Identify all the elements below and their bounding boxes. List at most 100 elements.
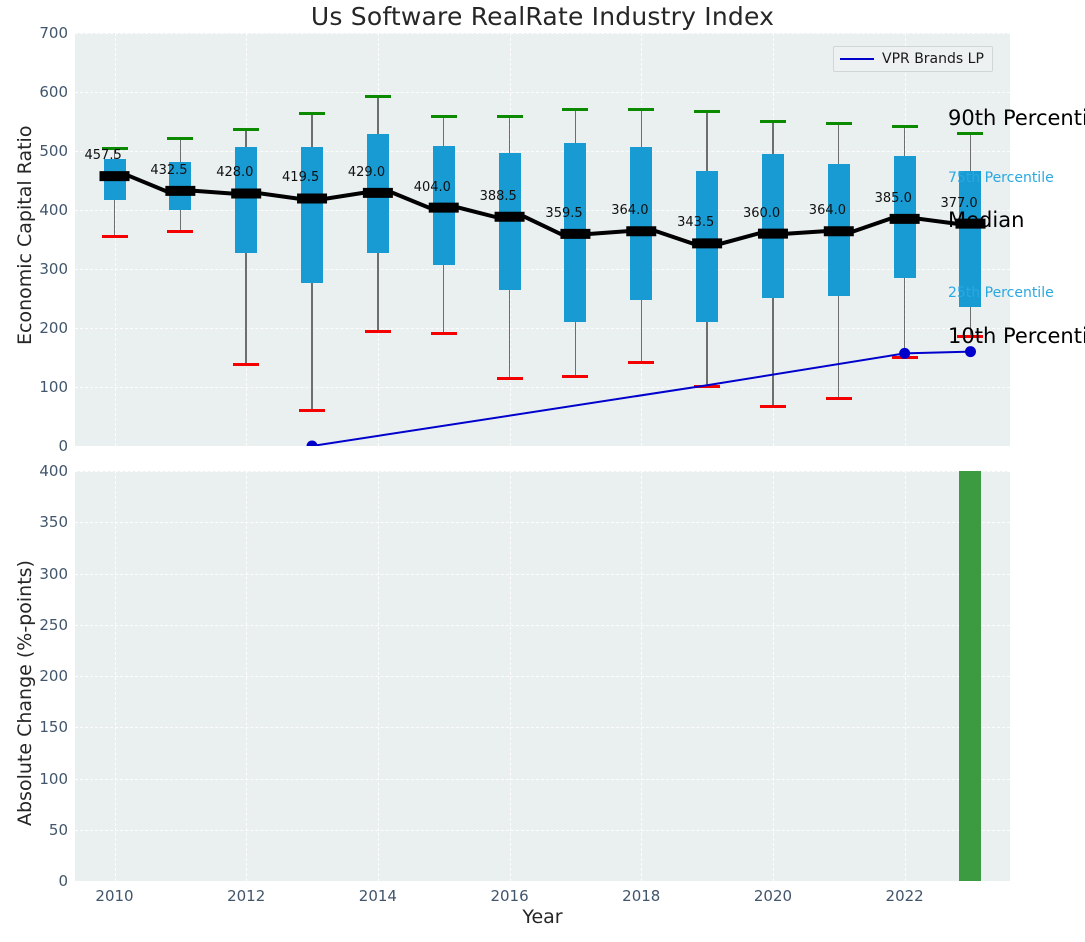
- top-plot-area: [75, 33, 1010, 446]
- median-value-label: 457.5: [85, 148, 122, 163]
- median-value-label: 359.5: [545, 206, 582, 221]
- gridline-horizontal: [75, 779, 1010, 780]
- y-axis-tick-label: 350: [0, 513, 68, 531]
- cap-10th-percentile: [628, 361, 654, 364]
- cap-90th-percentile: [826, 122, 852, 125]
- box-interquartile-range: [104, 159, 126, 200]
- median-value-label: 385.0: [875, 191, 912, 206]
- annotation-90th-percentile: 90th Percentile: [948, 106, 1085, 130]
- gridline-horizontal: [75, 328, 1010, 329]
- cap-90th-percentile: [892, 125, 918, 128]
- gridline-vertical: [510, 471, 511, 881]
- y-axis-tick-label: 100: [0, 770, 68, 788]
- cap-90th-percentile: [299, 112, 325, 115]
- median-value-label: 360.0: [743, 206, 780, 221]
- median-value-label: 364.0: [809, 203, 846, 218]
- y-axis-tick-label: 400: [0, 201, 68, 219]
- y-axis-tick-label: 250: [0, 616, 68, 634]
- box-interquartile-range: [301, 147, 323, 283]
- median-value-label: 419.5: [282, 170, 319, 185]
- x-axis-tick-label: 2020: [743, 887, 803, 905]
- gridline-horizontal: [75, 92, 1010, 93]
- annotation-75th-percentile: 75th Percentile: [948, 170, 1054, 186]
- cap-10th-percentile: [299, 409, 325, 412]
- cap-90th-percentile: [365, 95, 391, 98]
- gridline-horizontal: [75, 151, 1010, 152]
- cap-90th-percentile: [628, 108, 654, 111]
- median-value-label: 432.5: [150, 163, 187, 178]
- cap-90th-percentile: [233, 128, 259, 131]
- y-axis-tick-label: 600: [0, 83, 68, 101]
- annotation-10th-percentile: 10th Percentile: [948, 324, 1085, 348]
- gridline-horizontal: [75, 210, 1010, 211]
- gridline-horizontal: [75, 33, 1010, 34]
- x-axis-tick-label: 2010: [85, 887, 145, 905]
- y-axis-tick-label: 500: [0, 142, 68, 160]
- cap-90th-percentile: [431, 115, 457, 118]
- median-value-label: 364.0: [611, 203, 648, 218]
- x-axis-tick-label: 2016: [480, 887, 540, 905]
- gridline-vertical: [115, 471, 116, 881]
- y-axis-tick-label: 100: [0, 378, 68, 396]
- annotation-25th-percentile: 25th Percentile: [948, 285, 1054, 301]
- box-interquartile-range: [433, 146, 455, 265]
- y-axis-tick-label: 400: [0, 462, 68, 480]
- box-interquartile-range: [564, 143, 586, 321]
- median-value-label: 428.0: [216, 165, 253, 180]
- gridline-horizontal: [75, 830, 1010, 831]
- median-value-label: 429.0: [348, 165, 385, 180]
- annotation-median: Median: [948, 208, 1024, 232]
- y-axis-tick-label: 300: [0, 565, 68, 583]
- legend[interactable]: VPR Brands LP: [833, 46, 993, 72]
- cap-10th-percentile: [760, 405, 786, 408]
- cap-90th-percentile: [957, 132, 983, 135]
- gridline-horizontal: [75, 387, 1010, 388]
- gridline-vertical: [773, 471, 774, 881]
- gridline-horizontal: [75, 269, 1010, 270]
- box-interquartile-range: [894, 156, 916, 279]
- gridline-vertical: [246, 471, 247, 881]
- y-axis-tick-label: 300: [0, 260, 68, 278]
- cap-90th-percentile: [694, 110, 720, 113]
- box-interquartile-range: [235, 147, 257, 253]
- cap-10th-percentile: [233, 363, 259, 366]
- cap-90th-percentile: [760, 120, 786, 123]
- y-axis-tick-label: 200: [0, 319, 68, 337]
- legend-swatch-vpr-brands-lp: [840, 58, 874, 60]
- cap-10th-percentile: [431, 332, 457, 335]
- y-axis-tick-label: 150: [0, 718, 68, 736]
- y-axis-tick-label: 700: [0, 24, 68, 42]
- y-axis-tick-label: 0: [0, 872, 68, 890]
- box-interquartile-range: [630, 147, 652, 300]
- gridline-horizontal: [75, 625, 1010, 626]
- x-axis-tick-label: 2022: [875, 887, 935, 905]
- page-title: Us Software RealRate Industry Index: [0, 2, 1085, 31]
- legend-label-vpr-brands-lp: VPR Brands LP: [882, 51, 984, 67]
- cap-10th-percentile: [892, 356, 918, 359]
- median-value-label: 404.0: [414, 180, 451, 195]
- y-axis-tick-label: 0: [0, 437, 68, 455]
- cap-10th-percentile: [562, 375, 588, 378]
- cap-10th-percentile: [167, 230, 193, 233]
- gridline-horizontal: [75, 727, 1010, 728]
- median-value-label: 343.5: [677, 215, 714, 230]
- x-axis-tick-label: 2014: [348, 887, 408, 905]
- bar-absolute-change: [959, 471, 981, 881]
- series-overlay-top: [75, 33, 1010, 446]
- cap-10th-percentile: [102, 235, 128, 238]
- cap-90th-percentile: [497, 115, 523, 118]
- median-value-label: 388.5: [480, 189, 517, 204]
- cap-90th-percentile: [167, 137, 193, 140]
- x-axis-label: Year: [0, 906, 1085, 928]
- y-axis-tick-label: 50: [0, 821, 68, 839]
- gridline-horizontal: [75, 522, 1010, 523]
- cap-10th-percentile: [694, 385, 720, 388]
- box-interquartile-range: [696, 171, 718, 322]
- gridline-horizontal: [75, 574, 1010, 575]
- gridline-horizontal: [75, 471, 1010, 472]
- gridline-vertical: [115, 33, 116, 446]
- cap-10th-percentile: [826, 397, 852, 400]
- figure: Us Software RealRate Industry Index Econ…: [0, 0, 1085, 942]
- gridline-horizontal: [75, 676, 1010, 677]
- y-axis-tick-label: 200: [0, 667, 68, 685]
